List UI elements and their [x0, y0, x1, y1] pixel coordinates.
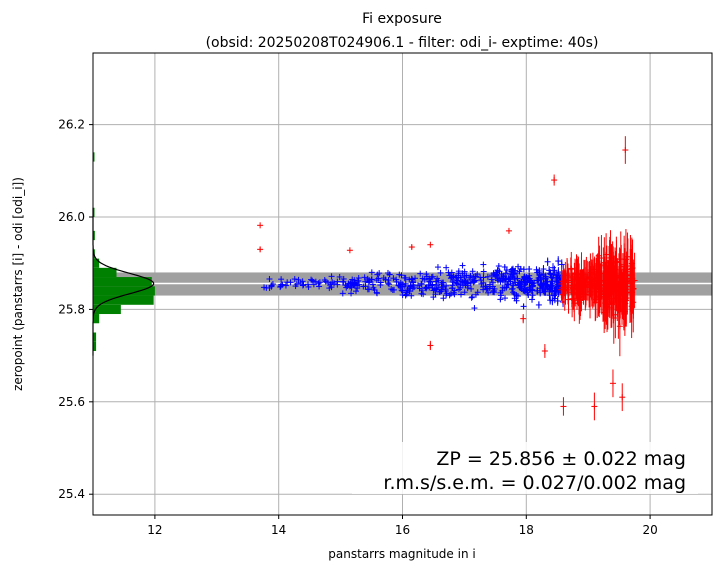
x-tick-label: 16: [395, 523, 410, 537]
chart-title: Fi exposure: [362, 11, 442, 27]
ticks-layer: 12 14 16 18 20 25.4 25.6 25.8 26.0 26.2: [58, 118, 657, 537]
y-tick-label: 25.8: [58, 302, 85, 316]
y-tick-label: 25.6: [58, 395, 85, 409]
histogram-bar: [93, 286, 155, 296]
annotation-rms: r.m.s/s.e.m. = 0.027/0.002 mag: [383, 472, 686, 494]
histogram-bar: [93, 341, 97, 351]
annotation-zp: ZP = 25.856 ± 0.022 mag: [436, 448, 686, 470]
histogram-layer: [92, 152, 155, 356]
histogram-bar: [93, 295, 154, 305]
x-tick-label: 20: [642, 523, 657, 537]
histogram-bar: [93, 207, 95, 218]
y-tick-label: 25.4: [58, 487, 85, 501]
histogram-bar: [93, 277, 152, 287]
histogram-bar: [93, 332, 97, 342]
histogram-bar: [93, 230, 95, 241]
chart-subtitle: (obsid: 20250208T024906.1 - filter: odi_…: [206, 35, 599, 51]
y-tick-label: 26.2: [58, 118, 85, 132]
x-tick-label: 12: [147, 523, 162, 537]
histogram-bar: [93, 267, 117, 278]
x-tick-label: 18: [519, 523, 534, 537]
histogram-bar: [93, 304, 121, 315]
y-tick-label: 26.0: [58, 210, 85, 224]
histogram-bar: [93, 152, 95, 162]
points-layer: [257, 136, 638, 421]
annotation-box: [352, 442, 698, 494]
x-axis-label: panstarrs magnitude in i: [328, 547, 475, 561]
histogram-bar: [93, 314, 100, 324]
y-axis-label: zeropoint (panstarrs [i] - odi [odi_i]): [11, 177, 25, 391]
x-tick-label: 14: [271, 523, 286, 537]
histogram-bar: [93, 258, 100, 268]
